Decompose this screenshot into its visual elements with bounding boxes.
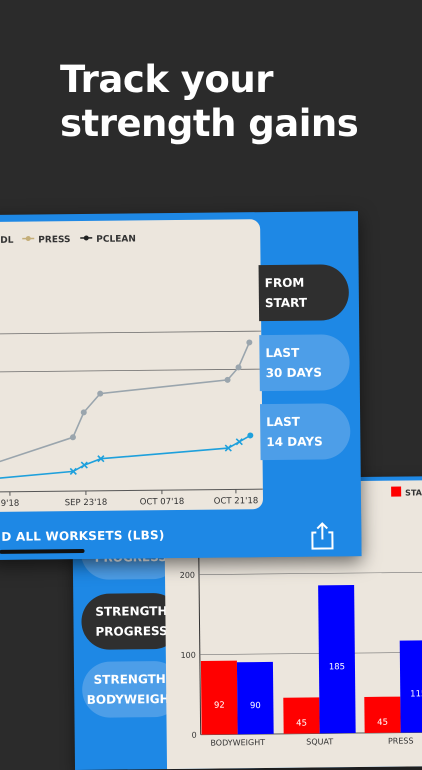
y-tick-label: 100 (181, 651, 196, 660)
range-last-14-line-1: LAST (266, 411, 350, 432)
category-label: PRESS (388, 736, 414, 745)
headline: Track your strength gains (60, 58, 358, 146)
strength-progress-label: STRENGTH PROGRESS (95, 601, 168, 642)
range-last-30-days-button[interactable]: LAST 30 DAYS (259, 334, 350, 391)
y-tick-label: 200 (180, 571, 195, 580)
bar (201, 661, 238, 735)
range-from-start-button[interactable]: FROM START (259, 264, 350, 321)
line-chart: DL PRESS PCLEAN 9'18 SEP 23'18 OCT 07'18 OCT 2… (0, 219, 263, 512)
strength-bodyweight-line-1: STRENGTH: (94, 672, 171, 687)
legend-label: STAR (405, 488, 422, 497)
headline-line-2: strength gains (60, 102, 358, 145)
range-last-14-line-2: 14 DAYS (266, 431, 350, 452)
bar-value-label: 185 (329, 662, 345, 672)
bar (318, 585, 356, 733)
bar-value-label: 90 (250, 701, 261, 711)
legend-label: PCLEAN (96, 234, 136, 244)
y-tick-label: 0 (192, 731, 197, 740)
line-chart-panel: DL PRESS PCLEAN 9'18 SEP 23'18 OCT 07'18 OCT 2… (0, 219, 263, 512)
headline-line-1: Track your (60, 58, 273, 101)
range-last-30-line-1: LAST (265, 342, 349, 363)
worksets-label: D ALL WORKSETS (LBS) (1, 528, 164, 544)
grid-line (199, 572, 422, 575)
strength-progress-line-1: STRENGTH (95, 604, 167, 619)
x-axis (0, 489, 263, 492)
data-point (246, 339, 252, 345)
legend-marker (84, 235, 89, 240)
bar-value-label: 45 (296, 719, 307, 729)
series-line (0, 435, 251, 478)
series-line (0, 342, 251, 463)
grid-line (0, 369, 262, 372)
bar-value-label: 115 (410, 689, 422, 699)
line-chart-screen: DL PRESS PCLEAN 9'18 SEP 23'18 OCT 07'18 OCT 2… (0, 211, 362, 560)
x-tick-label: 9'18 (1, 499, 20, 509)
x-tick-label: OCT 07'18 (140, 497, 185, 507)
range-from-start-line-1: FROM (265, 272, 349, 293)
bar-value-label: 45 (377, 718, 388, 728)
category-label: SQUAT (306, 737, 333, 746)
legend-label: PRESS (38, 235, 70, 245)
x-tick-label: SEP 23'18 (65, 498, 108, 508)
scroll-indicator (0, 549, 85, 554)
bar (237, 662, 274, 734)
strength-progress-line-2: PROGRESS (95, 624, 167, 639)
range-last-14-days-button[interactable]: LAST 14 DAYS (260, 403, 351, 460)
legend-label: DL (0, 236, 14, 246)
grid-line (0, 331, 261, 334)
category-label: BODYWEIGHT (210, 738, 265, 748)
bar-value-label: 92 (214, 701, 225, 711)
bar (400, 640, 422, 732)
x-tick-label: OCT 21'18 (214, 496, 259, 506)
range-from-start-line-2: START (265, 292, 349, 313)
legend-marker (26, 236, 31, 241)
legend-swatch (391, 487, 401, 497)
range-last-30-line-2: 30 DAYS (266, 362, 350, 383)
strength-bodyweight-label: STRENGTH: BODYWEIGHT (86, 669, 178, 710)
bottom-bar: D ALL WORKSETS (LBS) (0, 514, 362, 560)
share-icon[interactable] (309, 520, 335, 550)
strength-bodyweight-line-2: BODYWEIGHT (87, 692, 178, 707)
data-point (70, 434, 76, 440)
grid-line (200, 652, 422, 655)
data-point (236, 439, 242, 445)
